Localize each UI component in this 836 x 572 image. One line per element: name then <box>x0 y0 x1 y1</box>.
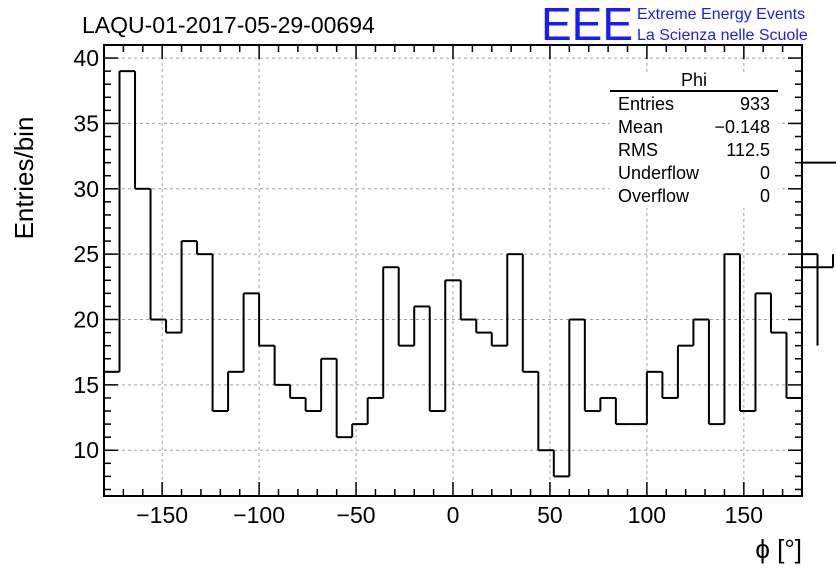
stats-box: Phi Entries 933 Mean −0.148 RMS 112.5 Underflo… <box>610 70 778 208</box>
y-tick-label: 20 <box>73 307 99 333</box>
eee-logo-line1: Extreme Energy Events <box>637 6 805 23</box>
x-axis-title: ϕ [°] <box>755 534 802 564</box>
y-tick-label: 40 <box>73 45 99 71</box>
stats-row-value: 112.5 <box>726 140 770 160</box>
x-tick-label: −150 <box>136 502 188 528</box>
x-tick-label: 150 <box>725 502 763 528</box>
y-tick-label: 35 <box>73 110 99 136</box>
stats-row-label: Underflow <box>618 163 700 183</box>
stats-row-label: RMS <box>618 140 658 160</box>
stats-row-label: Overflow <box>618 186 690 206</box>
x-tick-label: 50 <box>537 502 563 528</box>
eee-logo: EEE Extreme Energy Events La Scienza nel… <box>541 0 808 50</box>
eee-logo-mark: EEE <box>541 0 633 50</box>
stats-row-value: 0 <box>760 186 770 206</box>
stats-rows: Entries 933 Mean −0.148 RMS 112.5 Underflow 0 Ov… <box>618 94 770 206</box>
eee-logo-line2: La Scienza nelle Scuole <box>637 27 808 44</box>
stats-row-value: −0.148 <box>714 117 770 137</box>
axes: −150 −100 −50 0 50 100 150 10 15 20 25 30 35 40 <box>73 44 803 528</box>
stats-box-background <box>610 75 778 208</box>
x-tick-label: −100 <box>233 502 285 528</box>
stats-title: Phi <box>681 70 707 90</box>
y-tick-label: 25 <box>73 241 99 267</box>
y-tick-label: 15 <box>73 372 99 398</box>
x-tick-label: 100 <box>628 502 666 528</box>
chart-title: LAQU-01-2017-05-29-00694 <box>82 12 375 38</box>
y-tick-label: 30 <box>73 176 99 202</box>
stats-row-label: Mean <box>618 117 663 137</box>
x-tick-label: −50 <box>337 502 376 528</box>
y-axis-title: Entries/bin <box>9 117 39 240</box>
stats-row-value: 0 <box>760 163 770 183</box>
x-tick-label: 0 <box>447 502 460 528</box>
stats-row-label: Entries <box>618 94 674 114</box>
y-tick-label: 10 <box>73 437 99 463</box>
histogram-series <box>103 70 836 496</box>
stats-row-value: 933 <box>740 94 770 114</box>
